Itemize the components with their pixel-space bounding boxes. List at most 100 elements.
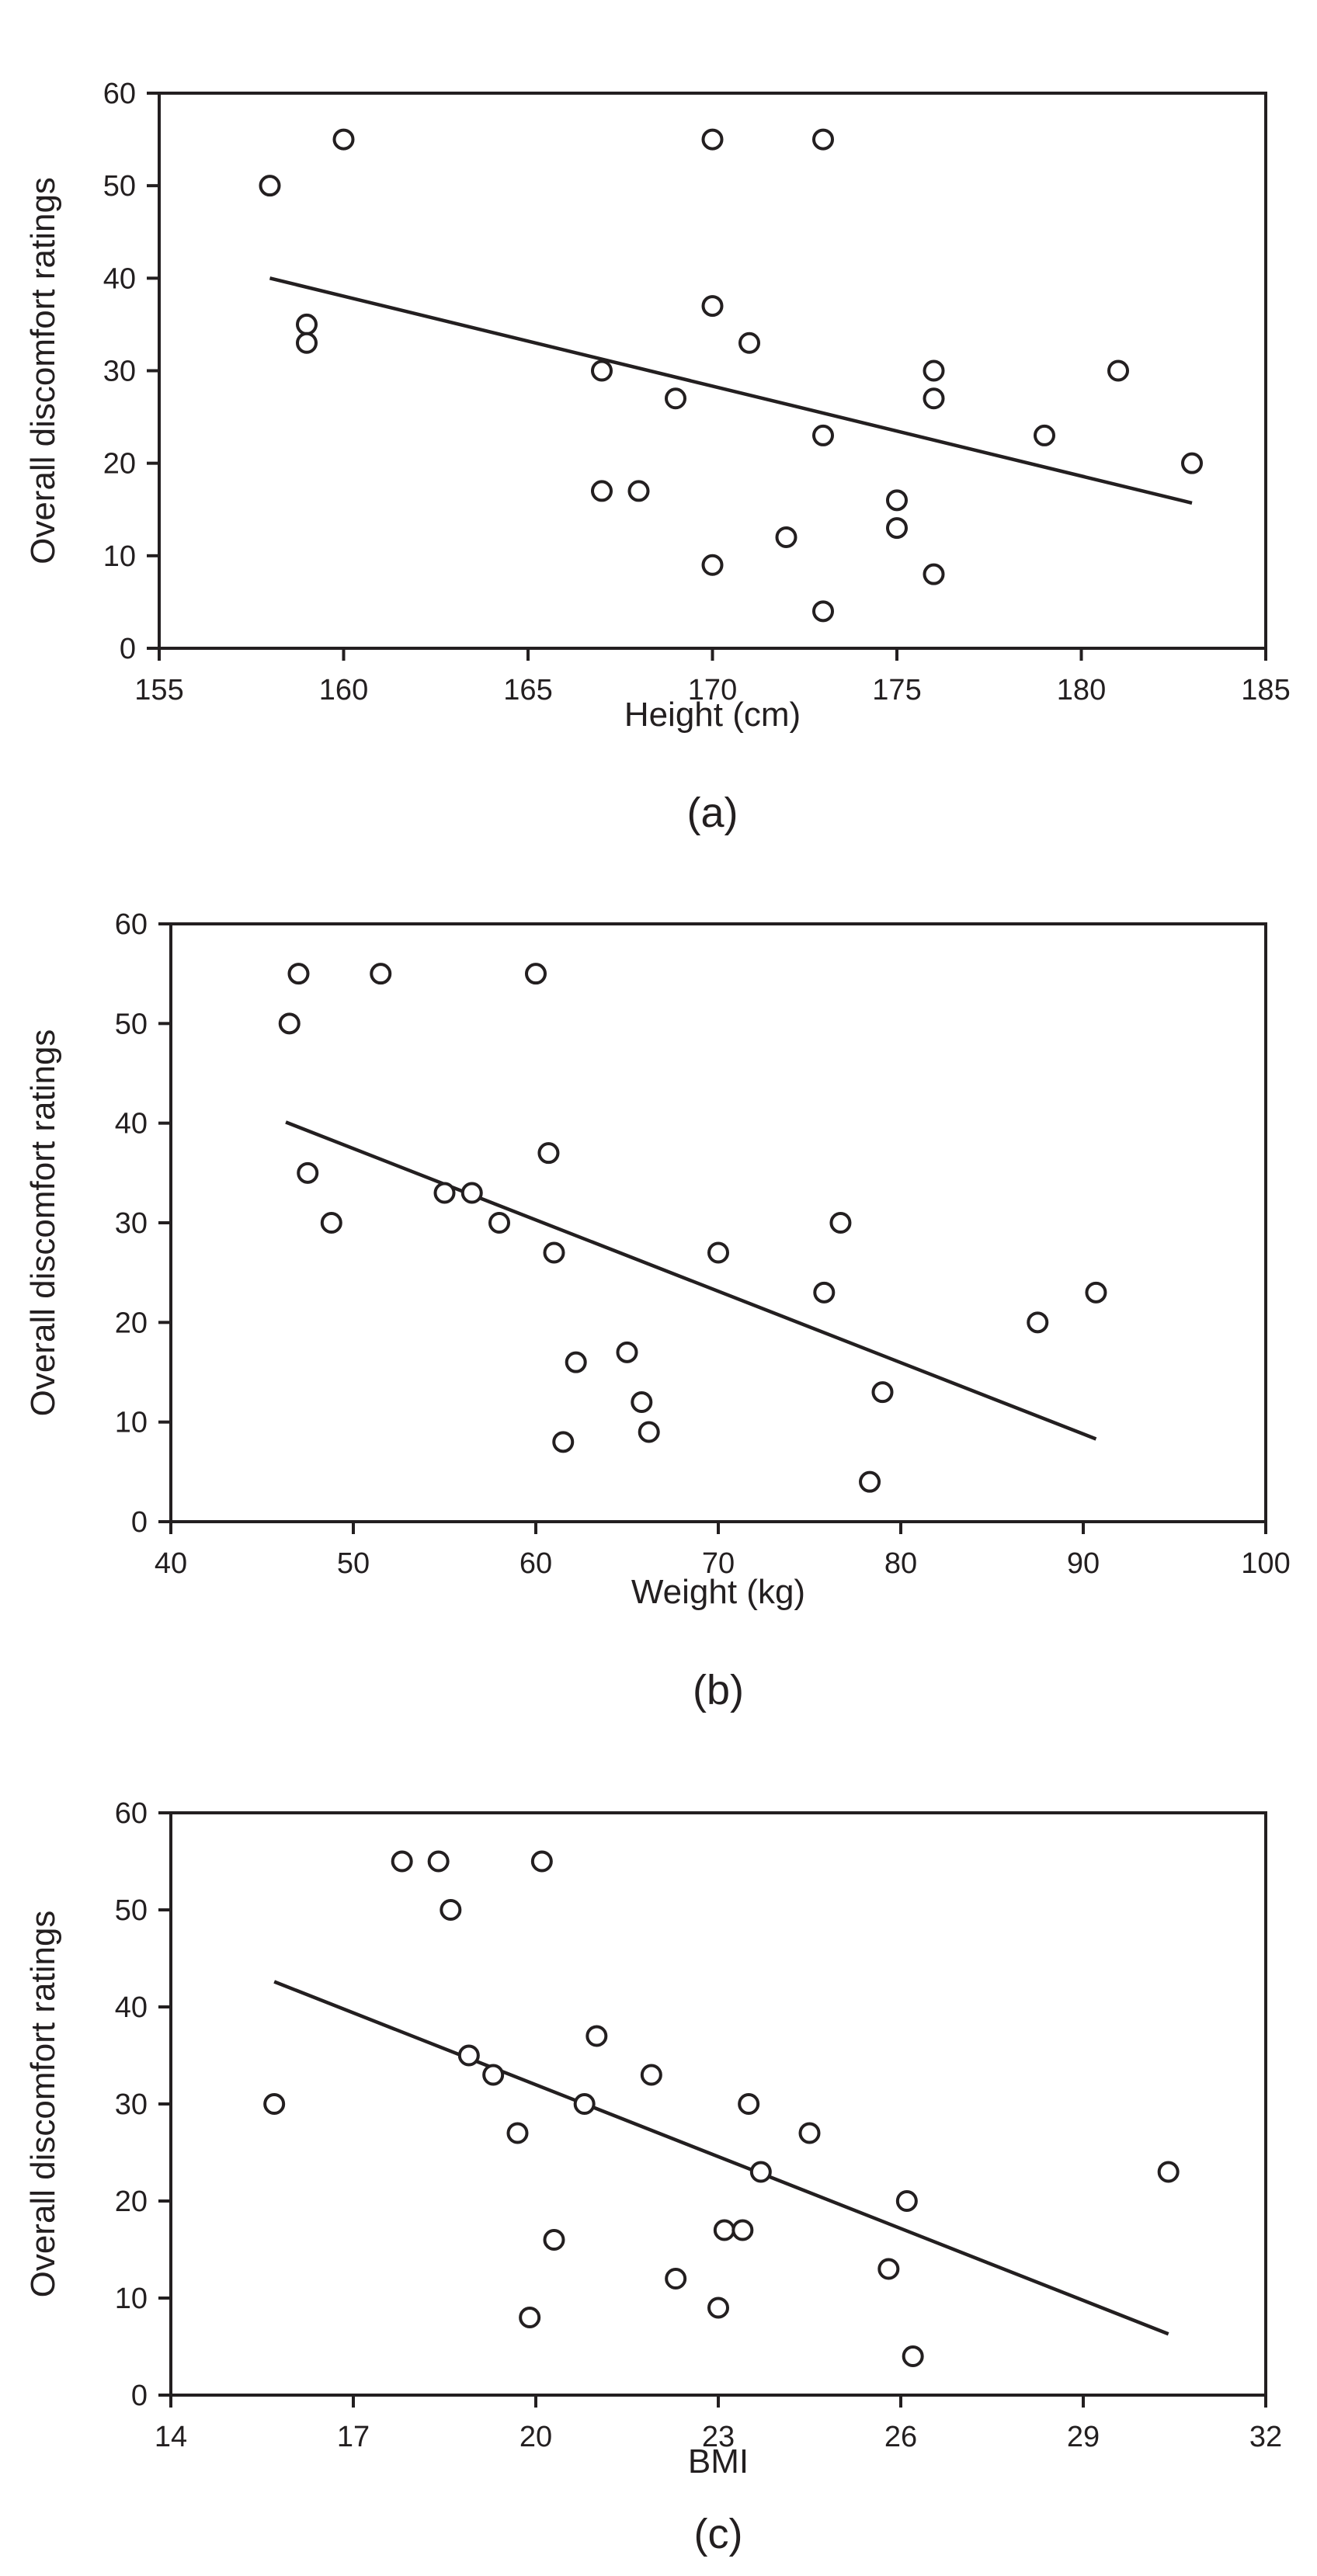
- y-tick-label: 50: [115, 1008, 148, 1040]
- data-point: [775, 526, 797, 548]
- data-point: [638, 1421, 660, 1443]
- panel-b: 40 50 60 70 80 90 100 0 10 20 30 40 50 60 Weight (kg…: [24, 908, 1291, 1713]
- data-point: [738, 332, 760, 354]
- data-point: [631, 1391, 653, 1413]
- data-point: [798, 2122, 821, 2144]
- y-tick-label: 50: [103, 170, 136, 203]
- data-point: [263, 2093, 286, 2115]
- data-point: [552, 1431, 575, 1453]
- x-tick-labels: 155 160 165 170 175 180 185: [134, 674, 1290, 706]
- data-point: [701, 295, 724, 318]
- y-tick-label: 20: [115, 2185, 148, 2218]
- x-tick-label: 185: [1241, 674, 1290, 706]
- y-tick-label: 60: [103, 78, 136, 110]
- x-tick-label: 160: [319, 674, 368, 706]
- data-point: [297, 1161, 319, 1184]
- data-point: [530, 1850, 553, 1873]
- data-point: [871, 1381, 894, 1404]
- data-point: [488, 1212, 510, 1234]
- x-tick-labels: 40 50 60 70 80 90 100: [155, 1547, 1291, 1580]
- axis-ticks: [147, 92, 1267, 661]
- data-point: [859, 1470, 881, 1493]
- y-tick-labels: 0 10 20 30 40 50 60: [115, 1797, 148, 2412]
- trendline: [273, 1980, 1169, 2336]
- data-point: [332, 128, 355, 151]
- y-tick-label: 10: [115, 2283, 148, 2315]
- data-point: [707, 1241, 729, 1264]
- x-tick-label: 80: [884, 1547, 917, 1580]
- data-point: [287, 963, 310, 985]
- data-point: [525, 963, 547, 985]
- data-point: [506, 2122, 529, 2144]
- data-point: [1085, 1281, 1107, 1304]
- data-point: [616, 1341, 638, 1363]
- data-point: [1034, 424, 1055, 446]
- data-point: [813, 1281, 836, 1304]
- y-tick-label: 40: [103, 262, 136, 295]
- y-axis-title: Overall discomfort ratings: [24, 1029, 62, 1417]
- data-point: [427, 1850, 450, 1873]
- data-point: [665, 387, 686, 410]
- x-tick-label: 90: [1067, 1547, 1100, 1580]
- y-tick-label: 40: [115, 1108, 148, 1140]
- data-points: [263, 1850, 1180, 2367]
- data-point: [296, 332, 318, 354]
- x-tick-label: 60: [520, 1547, 552, 1580]
- data-point: [370, 963, 392, 985]
- data-point: [543, 2229, 565, 2251]
- data-point: [482, 2064, 505, 2086]
- data-point: [1157, 2161, 1180, 2183]
- trendline: [269, 276, 1193, 505]
- trendline: [285, 1120, 1097, 1441]
- data-point: [902, 2345, 924, 2367]
- data-point: [1107, 359, 1129, 382]
- data-point: [923, 359, 945, 382]
- x-tick-labels: 14 17 20 23 26 29 32: [155, 2421, 1282, 2453]
- panel-a: 155 160 165 170 175 180 185 0 10 20 30 40 50 60 Heig…: [24, 78, 1291, 836]
- data-point: [565, 1351, 587, 1373]
- data-point: [586, 2025, 608, 2047]
- data-point: [886, 517, 908, 540]
- data-point: [320, 1212, 342, 1234]
- y-tick-label: 50: [115, 1894, 148, 1927]
- panel-label: (a): [687, 790, 738, 836]
- x-tick-label: 50: [337, 1547, 370, 1580]
- x-tick-label: 23: [702, 2421, 735, 2453]
- data-point: [259, 175, 281, 197]
- data-point: [829, 1212, 852, 1234]
- data-point: [812, 424, 834, 446]
- data-point: [701, 554, 724, 576]
- x-tick-label: 70: [702, 1547, 735, 1580]
- x-tick-label: 170: [688, 674, 737, 706]
- data-point: [701, 128, 724, 151]
- y-tick-label: 60: [115, 908, 148, 941]
- x-tick-label: 26: [884, 2421, 917, 2453]
- data-point: [591, 480, 613, 502]
- data-point: [886, 489, 908, 512]
- y-tick-labels: 0 10 20 30 40 50 60: [115, 908, 148, 1539]
- data-point: [923, 563, 945, 585]
- x-tick-label: 100: [1241, 1547, 1290, 1580]
- data-point: [537, 1142, 560, 1165]
- data-point: [812, 600, 834, 623]
- data-point: [1181, 452, 1203, 474]
- data-point: [457, 2044, 480, 2067]
- axis-ticks: [158, 1811, 1267, 2408]
- y-tick-label: 0: [120, 633, 136, 665]
- data-point: [573, 2093, 596, 2115]
- data-point: [707, 2297, 729, 2319]
- panel-label: (c): [694, 2511, 743, 2557]
- x-tick-label: 40: [155, 1547, 187, 1580]
- data-point: [895, 2190, 918, 2212]
- panel-label: (b): [693, 1667, 744, 1713]
- data-point: [519, 2307, 541, 2328]
- axis-ticks: [158, 922, 1267, 1534]
- data-point: [296, 313, 318, 335]
- data-point: [877, 2258, 900, 2280]
- data-point: [812, 128, 834, 151]
- y-tick-label: 60: [115, 1797, 148, 1830]
- data-point: [713, 2219, 735, 2241]
- x-axis-title: BMI: [688, 2442, 749, 2481]
- x-tick-label: 180: [1057, 674, 1106, 706]
